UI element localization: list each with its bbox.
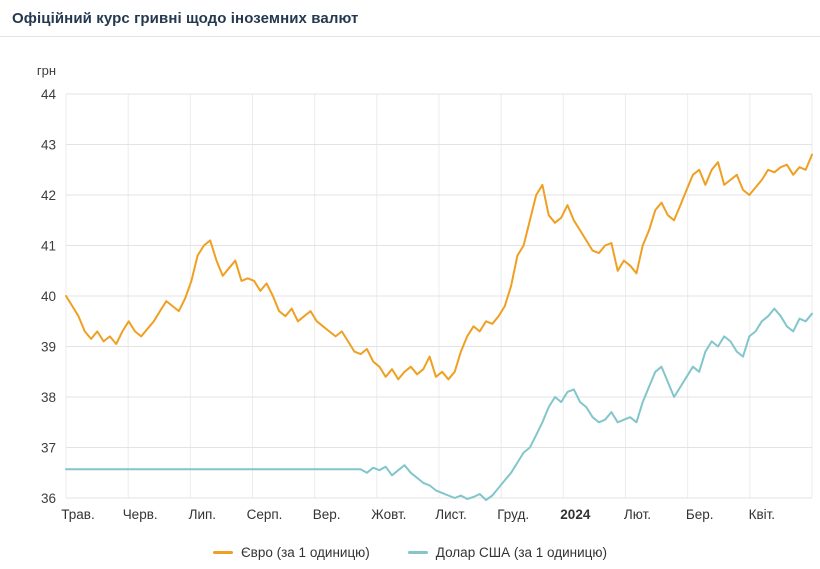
x-tick-label: 2024 — [560, 507, 591, 522]
legend-label-euro: Євро (за 1 одиницю) — [240, 544, 370, 560]
chart-svg[interactable]: 36 37 38 39 40 41 42 43 44 грн Трав. Черв. Лип. Серп.… — [0, 37, 820, 537]
x-tick-label: Черв. — [123, 507, 158, 522]
legend-swatch — [407, 550, 428, 554]
x-tick-label: Серп. — [247, 507, 283, 522]
x-tick-label: Вер. — [313, 507, 341, 522]
legend-item-usd[interactable]: Долар США (за 1 одиницю) — [407, 544, 608, 560]
series-line — [65, 307, 813, 501]
y-tick-label: 36 — [41, 491, 56, 506]
x-tick-label: Лип. — [189, 507, 216, 522]
x-tick-label: Трав. — [61, 507, 94, 522]
y-axis-unit-label: грн — [37, 63, 56, 78]
chart-area: 36 37 38 39 40 41 42 43 44 грн Трав. Черв. Лип. Серп.… — [0, 37, 820, 537]
y-tick-label: 42 — [41, 188, 56, 203]
series-line — [65, 153, 813, 381]
y-tick-label: 43 — [41, 138, 56, 153]
y-tick-label: 40 — [41, 289, 56, 304]
y-tick-label: 41 — [41, 239, 56, 254]
x-tick-label: Жовт. — [371, 507, 406, 522]
chart-title: Офіційний курс гривні щодо іноземних вал… — [12, 10, 359, 27]
x-tick-label: Лют. — [624, 507, 651, 522]
x-tick-label: Груд. — [497, 507, 529, 522]
legend-label-usd: Долар США (за 1 одиницю) — [435, 544, 608, 560]
legend-swatch — [212, 550, 233, 554]
y-tick-label: 37 — [41, 441, 56, 456]
legend-item-euro[interactable]: Євро (за 1 одиницю) — [212, 544, 370, 560]
y-tick-label: 38 — [41, 390, 56, 405]
x-tick-label: Бер. — [686, 507, 714, 522]
legend: Євро (за 1 одиницю) Долар США (за 1 один… — [0, 539, 820, 565]
x-tick-label: Лист. — [435, 507, 467, 522]
y-tick-label: 39 — [41, 340, 56, 355]
y-tick-label: 44 — [41, 87, 57, 102]
x-tick-label: Квіт. — [749, 507, 775, 522]
chart-header: Офіційний курс гривні щодо іноземних вал… — [0, 0, 820, 37]
